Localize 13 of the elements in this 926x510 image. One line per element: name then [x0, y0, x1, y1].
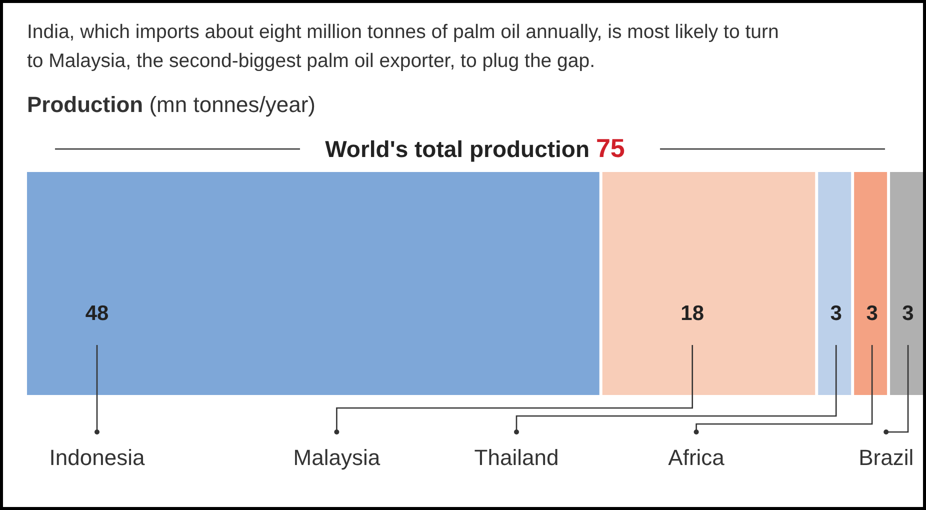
chart-subtitle: Production (mn tonnes/year) — [27, 92, 316, 117]
text: Africa — [668, 445, 726, 470]
chart-title: India, which imports about eight million tonnes of palm oil annually, is most likely to turn to Malaysia, the second-biggest palm oil exporter, to plug the gap. — [27, 21, 779, 72]
text: Indonesia — [49, 445, 146, 470]
text: Brazil — [858, 445, 914, 470]
text: Malaysia — [293, 445, 381, 470]
data-label: 3 — [902, 302, 914, 325]
data-label: 3 — [830, 302, 842, 325]
text: World's total production 75 — [325, 133, 625, 163]
data-label: 18 — [680, 302, 704, 325]
text: Thailand — [474, 445, 559, 470]
data-label: 48 — [85, 302, 109, 325]
data-label: 3 — [866, 302, 878, 325]
